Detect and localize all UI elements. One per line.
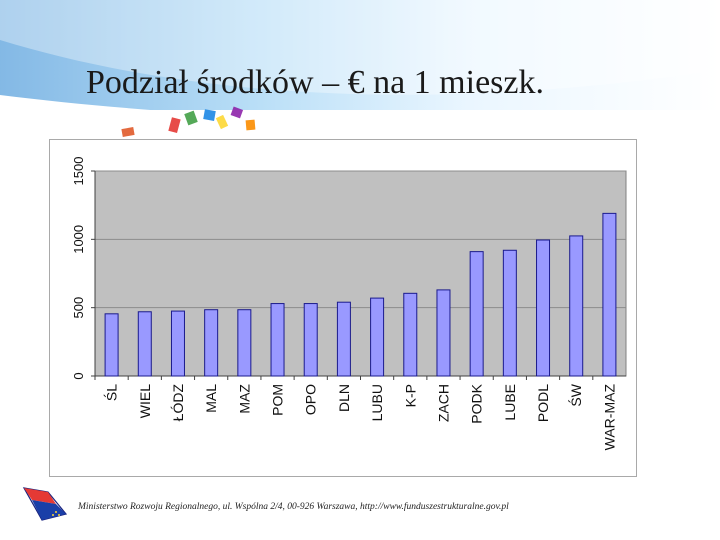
bar: [436, 289, 451, 377]
y-tick-label: 1500: [71, 157, 86, 186]
bar: [569, 235, 584, 377]
bar-chart: 0 500 1000 1500 ŚL WIEL ŁÓDZ MAL MAZ POM OPO DLN LUB…: [71, 157, 627, 451]
x-tick-label: WAR-MAZ: [601, 384, 617, 451]
bar: [237, 309, 252, 377]
bar: [602, 212, 617, 377]
x-tick-label: WIEL: [137, 384, 153, 418]
x-tick-label: POM: [270, 384, 286, 416]
x-tick-label: DLN: [336, 384, 352, 412]
bar: [336, 301, 351, 377]
x-tick-label: PODL: [535, 384, 551, 422]
bar: [270, 303, 285, 377]
x-tick-label: ŁÓDZ: [170, 384, 186, 422]
x-tick-label: ŚW: [567, 383, 584, 406]
slide-title: Podział środków – € na 1 mieszk.: [86, 64, 544, 101]
ministry-logo: [22, 487, 68, 521]
x-tick-label: LUBU: [369, 384, 385, 421]
x-tick-label: ŚL: [103, 384, 120, 401]
header-swoosh-lower: [0, 95, 720, 140]
header-swoosh: [0, 0, 720, 95]
bar: [469, 251, 484, 377]
bar: [502, 249, 517, 377]
x-tick-label: OPO: [303, 384, 319, 415]
x-tick-label: ZACH: [435, 384, 451, 422]
bar: [170, 310, 185, 377]
x-tick-label: K-P: [402, 384, 418, 407]
bar: [370, 297, 385, 377]
header-decoration: [0, 0, 720, 140]
bar: [104, 313, 119, 377]
y-tick-label: 500: [71, 297, 86, 319]
y-tick-label: 0: [71, 372, 86, 379]
footer-text: Ministerstwo Rozwoju Regionalnego, ul. W…: [78, 502, 509, 512]
chart-frame: 0 500 1000 1500 ŚL WIEL ŁÓDZ MAL MAZ POM OPO DLN LUB…: [49, 139, 637, 477]
bar: [137, 311, 152, 377]
bar: [303, 303, 318, 377]
bar: [403, 292, 418, 377]
x-tick-label: MAZ: [236, 384, 252, 414]
bar: [536, 239, 551, 377]
x-tick-label: LUBE: [502, 384, 518, 421]
bar: [204, 309, 219, 377]
header-banner: [0, 0, 720, 110]
x-tick-label: PODK: [469, 383, 485, 423]
confetti-decoration: [121, 106, 256, 137]
x-tick-label: MAL: [203, 384, 219, 413]
y-tick-label: 1000: [71, 225, 86, 254]
